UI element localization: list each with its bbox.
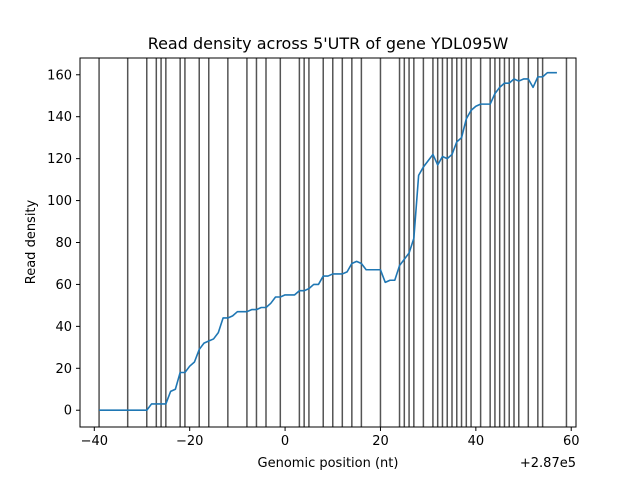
- y-tick-label: 40: [55, 320, 72, 335]
- x-axis-label: Genomic position (nt): [258, 456, 399, 471]
- x-tick-label: 20: [372, 434, 389, 449]
- y-tick-label: 20: [55, 362, 72, 377]
- y-tick-label: 80: [55, 236, 72, 251]
- y-tick-label: 100: [47, 194, 72, 209]
- x-tick-label: −40: [81, 434, 108, 449]
- x-tick-label: 60: [563, 434, 580, 449]
- series-layer: [99, 71, 557, 412]
- y-tick-label: 140: [47, 110, 72, 125]
- x-tick-label: −20: [176, 434, 203, 449]
- y-axis-label: Read density: [24, 199, 39, 284]
- series-line: [99, 71, 557, 412]
- chart-title: Read density across 5'UTR of gene YDL095…: [148, 34, 509, 53]
- x-tick-label: 0: [281, 434, 289, 449]
- y-tick-label: 160: [47, 68, 72, 83]
- vertical-lines: [98, 58, 568, 427]
- x-tick-label: 40: [468, 434, 485, 449]
- x-axis-offset-label: +2.87e5: [520, 456, 576, 471]
- x-axis-ticks: −40 −20 0 20 40 60: [81, 427, 580, 449]
- y-axis-ticks: 0 20 40 60 80 100 120 140 160: [47, 68, 80, 419]
- y-tick-label: 0: [64, 404, 72, 419]
- y-tick-label: 60: [55, 278, 72, 293]
- y-tick-label: 120: [47, 152, 72, 167]
